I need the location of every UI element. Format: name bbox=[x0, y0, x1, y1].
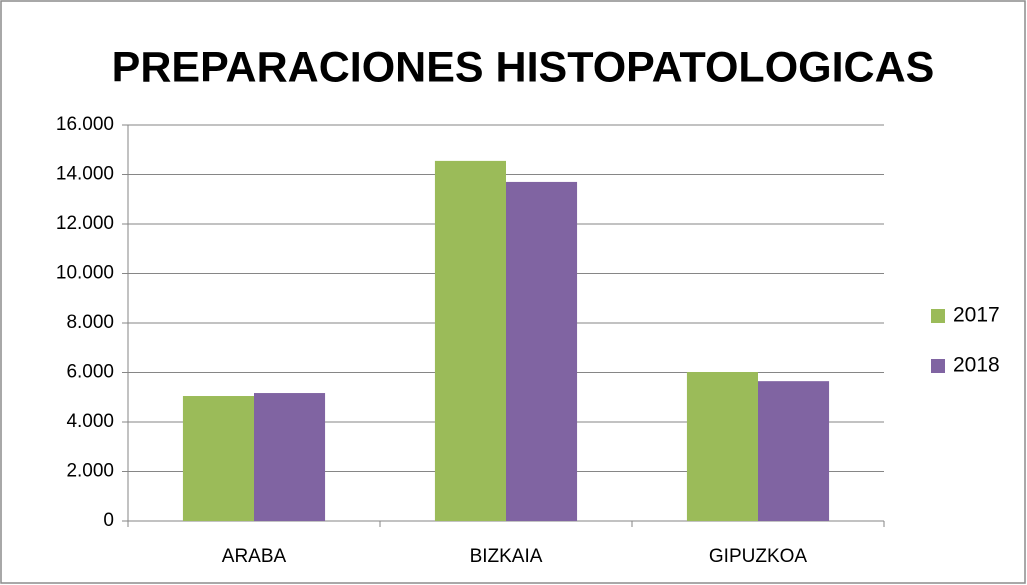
y-tick-label: 2.000 bbox=[66, 461, 114, 482]
y-tick-label: 10.000 bbox=[56, 263, 114, 284]
bar bbox=[434, 160, 506, 521]
y-tick-label: 14.000 bbox=[56, 164, 114, 185]
bar bbox=[506, 181, 578, 522]
bar bbox=[182, 396, 254, 521]
legend-label: 2017 bbox=[953, 304, 1000, 327]
bar bbox=[758, 381, 830, 521]
y-tick-label: 6.000 bbox=[66, 362, 114, 383]
y-tick-label: 0 bbox=[103, 510, 114, 531]
y-tick-label: 16.000 bbox=[56, 114, 114, 135]
y-tick-label: 8.000 bbox=[66, 312, 114, 333]
bar bbox=[686, 372, 758, 521]
legend-swatch bbox=[931, 359, 945, 373]
y-tick-label: 12.000 bbox=[56, 213, 114, 234]
legend-swatch bbox=[931, 309, 945, 323]
x-tick-label: ARABA bbox=[222, 546, 287, 567]
bar bbox=[254, 393, 326, 521]
x-tick-label: BIZKAIA bbox=[470, 546, 543, 567]
x-tick-label: GIPUZKOA bbox=[709, 546, 808, 567]
chart-title: PREPARACIONES HISTOPATOLOGICAS bbox=[112, 43, 935, 91]
y-tick-label: 4.000 bbox=[66, 411, 114, 432]
legend-label: 2018 bbox=[953, 354, 1000, 377]
